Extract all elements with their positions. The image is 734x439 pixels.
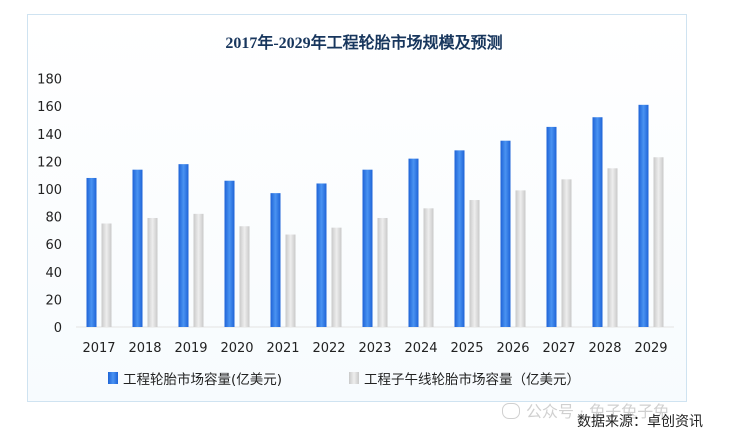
- chart-title: 2017年-2029年工程轮胎市场规模及预测: [225, 33, 502, 52]
- x-axis: 2017 2018 2019 2020 2021 2022 2023 2024 2025 2026…: [82, 341, 667, 356]
- watermark-text: 公众号 · 兔子兔子兔: [526, 402, 670, 421]
- bar-tire-market: [270, 193, 281, 327]
- bar-tire-market: [546, 126, 557, 328]
- bar-tire-market: [316, 183, 327, 327]
- bar-tire-market: [454, 150, 465, 327]
- bar-radial-tire-market: [377, 217, 388, 327]
- y-axis: 0 20 40 60 80 100 120 140 160 180: [37, 73, 62, 336]
- bar-tire-market: [178, 164, 189, 327]
- bar-radial-tire-market: [285, 234, 296, 327]
- chart-card: 2017年-2029年工程轮胎市场规模及预测 0 20 40 60 80 100 120 14…: [27, 14, 687, 402]
- bar-radial-tire-market: [193, 213, 204, 327]
- x-tick-label: 2029: [634, 341, 667, 356]
- bar-tire-market: [132, 169, 143, 327]
- bar-tire-market: [224, 180, 235, 327]
- bar-radial-tire-market: [607, 168, 618, 327]
- x-tick-label: 2023: [358, 341, 391, 356]
- x-tick-label: 2018: [128, 341, 161, 356]
- legend: 工程轮胎市场容量(亿美元) 工程子午线轮胎市场容量（亿美元）: [108, 371, 580, 388]
- y-tick-label: 20: [45, 293, 62, 308]
- legend-swatch-tire-market: [108, 372, 118, 384]
- y-tick-label: 60: [45, 238, 62, 253]
- y-tick-label: 160: [37, 100, 62, 115]
- y-tick-label: 100: [37, 183, 62, 198]
- x-tick-label: 2022: [312, 341, 345, 356]
- wechat-icon: [502, 403, 520, 419]
- legend-swatch-radial-tire-market: [349, 372, 359, 384]
- x-tick-label: 2019: [174, 341, 207, 356]
- legend-label: 工程轮胎市场容量(亿美元): [123, 371, 282, 388]
- watermark: 公众号 · 兔子兔子兔: [502, 398, 669, 422]
- x-tick-label: 2021: [266, 341, 299, 356]
- x-tick-label: 2024: [404, 341, 437, 356]
- bar-radial-tire-market: [239, 226, 250, 327]
- bar-tire-market: [500, 140, 511, 327]
- plot-area: [76, 104, 674, 328]
- bar-radial-tire-market: [469, 200, 480, 327]
- x-tick-label: 2027: [542, 341, 575, 356]
- bar-tire-market: [592, 117, 603, 328]
- bar-radial-tire-market: [515, 190, 526, 327]
- bar-radial-tire-market: [101, 223, 112, 327]
- bar-radial-tire-market: [561, 179, 572, 327]
- y-tick-label: 140: [37, 128, 62, 143]
- y-tick-label: 180: [37, 73, 62, 88]
- y-tick-label: 0: [54, 321, 62, 336]
- legend-label: 工程子午线轮胎市场容量（亿美元）: [364, 371, 580, 388]
- source-note: 数据来源：卓创资讯: [577, 415, 703, 430]
- bar-tire-market: [362, 169, 373, 327]
- y-tick-label: 80: [45, 211, 62, 226]
- bar-radial-tire-market: [423, 208, 434, 327]
- x-tick-label: 2028: [588, 341, 621, 356]
- x-tick-label: 2025: [450, 341, 483, 356]
- x-tick-label: 2017: [82, 341, 115, 356]
- x-tick-label: 2026: [496, 341, 529, 356]
- y-tick-label: 40: [45, 266, 62, 281]
- bar-tire-market: [638, 104, 649, 327]
- bar-radial-tire-market: [653, 157, 664, 327]
- bar-tire-market: [408, 158, 419, 327]
- bar-radial-tire-market: [147, 217, 158, 327]
- y-tick-label: 120: [37, 155, 62, 170]
- bar-tire-market: [86, 177, 97, 327]
- x-tick-label: 2020: [220, 341, 253, 356]
- bar-radial-tire-market: [331, 227, 342, 327]
- chart-svg: 2017年-2029年工程轮胎市场规模及预测 0 20 40 60 80 100 120 14…: [37, 33, 674, 388]
